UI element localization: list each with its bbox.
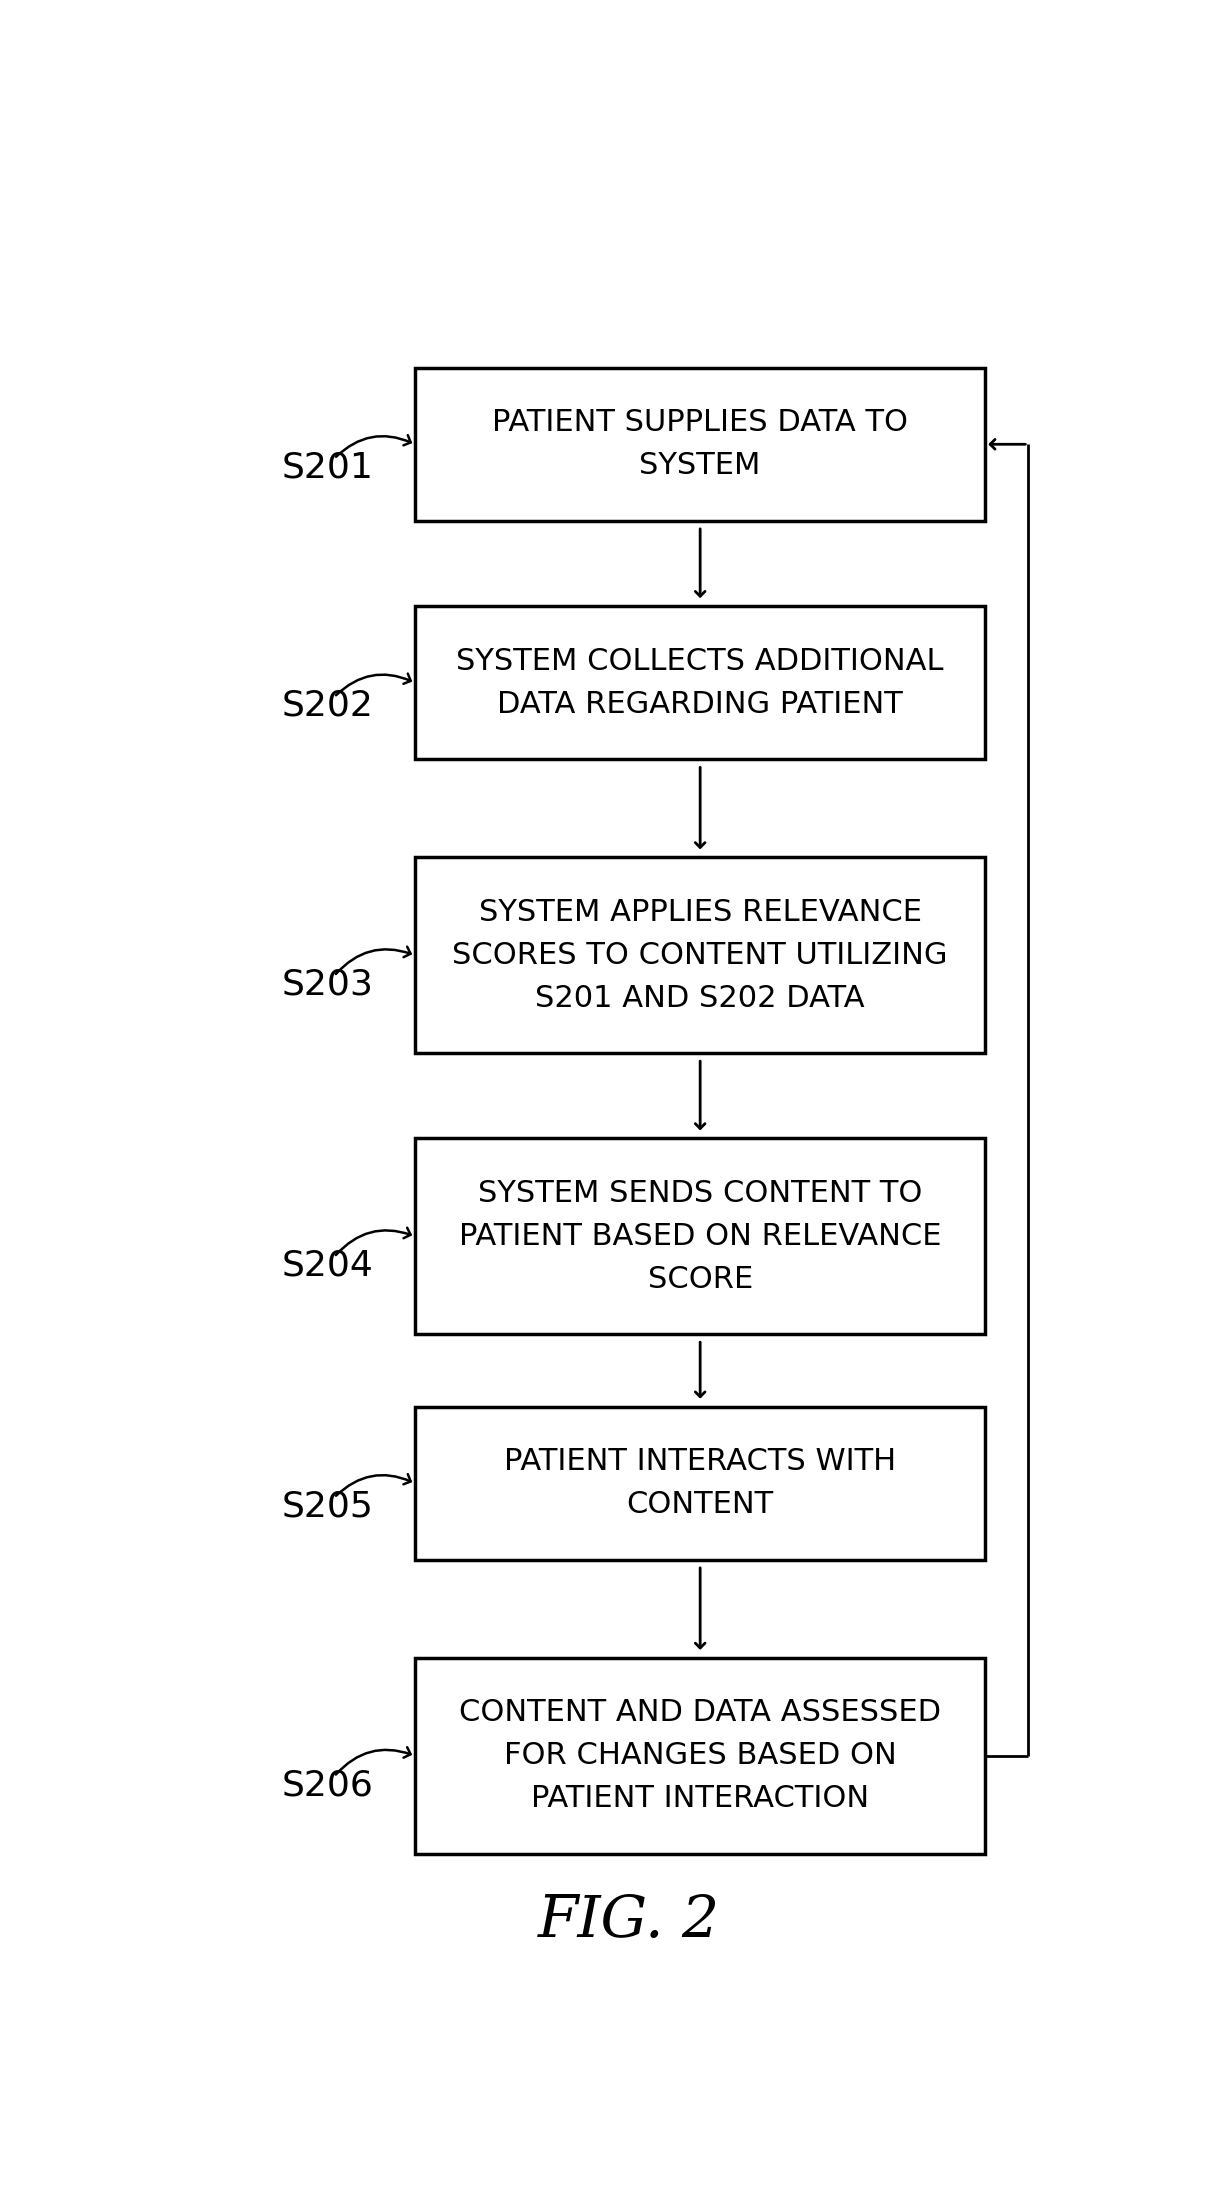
FancyBboxPatch shape [415, 1657, 985, 1854]
FancyBboxPatch shape [415, 367, 985, 522]
FancyBboxPatch shape [415, 606, 985, 759]
Text: PATIENT SUPPLIES DATA TO
SYSTEM: PATIENT SUPPLIES DATA TO SYSTEM [492, 409, 908, 480]
Text: SYSTEM COLLECTS ADDITIONAL
DATA REGARDING PATIENT: SYSTEM COLLECTS ADDITIONAL DATA REGARDIN… [456, 646, 944, 719]
Text: S205: S205 [282, 1489, 374, 1524]
Text: S202: S202 [282, 688, 374, 723]
FancyBboxPatch shape [415, 858, 985, 1053]
Text: S206: S206 [282, 1767, 374, 1803]
Text: FIG. 2: FIG. 2 [537, 1893, 720, 1949]
Text: CONTENT AND DATA ASSESSED
FOR CHANGES BASED ON
PATIENT INTERACTION: CONTENT AND DATA ASSESSED FOR CHANGES BA… [459, 1699, 941, 1814]
Text: SYSTEM APPLIES RELEVANCE
SCORES TO CONTENT UTILIZING
S201 AND S202 DATA: SYSTEM APPLIES RELEVANCE SCORES TO CONTE… [453, 898, 948, 1013]
FancyBboxPatch shape [415, 1407, 985, 1559]
Text: S204: S204 [282, 1248, 374, 1283]
Text: S203: S203 [282, 967, 374, 1002]
FancyBboxPatch shape [415, 1139, 985, 1334]
Text: PATIENT INTERACTS WITH
CONTENT: PATIENT INTERACTS WITH CONTENT [504, 1447, 896, 1520]
Text: SYSTEM SENDS CONTENT TO
PATIENT BASED ON RELEVANCE
SCORE: SYSTEM SENDS CONTENT TO PATIENT BASED ON… [459, 1179, 941, 1294]
Text: S201: S201 [282, 451, 374, 484]
